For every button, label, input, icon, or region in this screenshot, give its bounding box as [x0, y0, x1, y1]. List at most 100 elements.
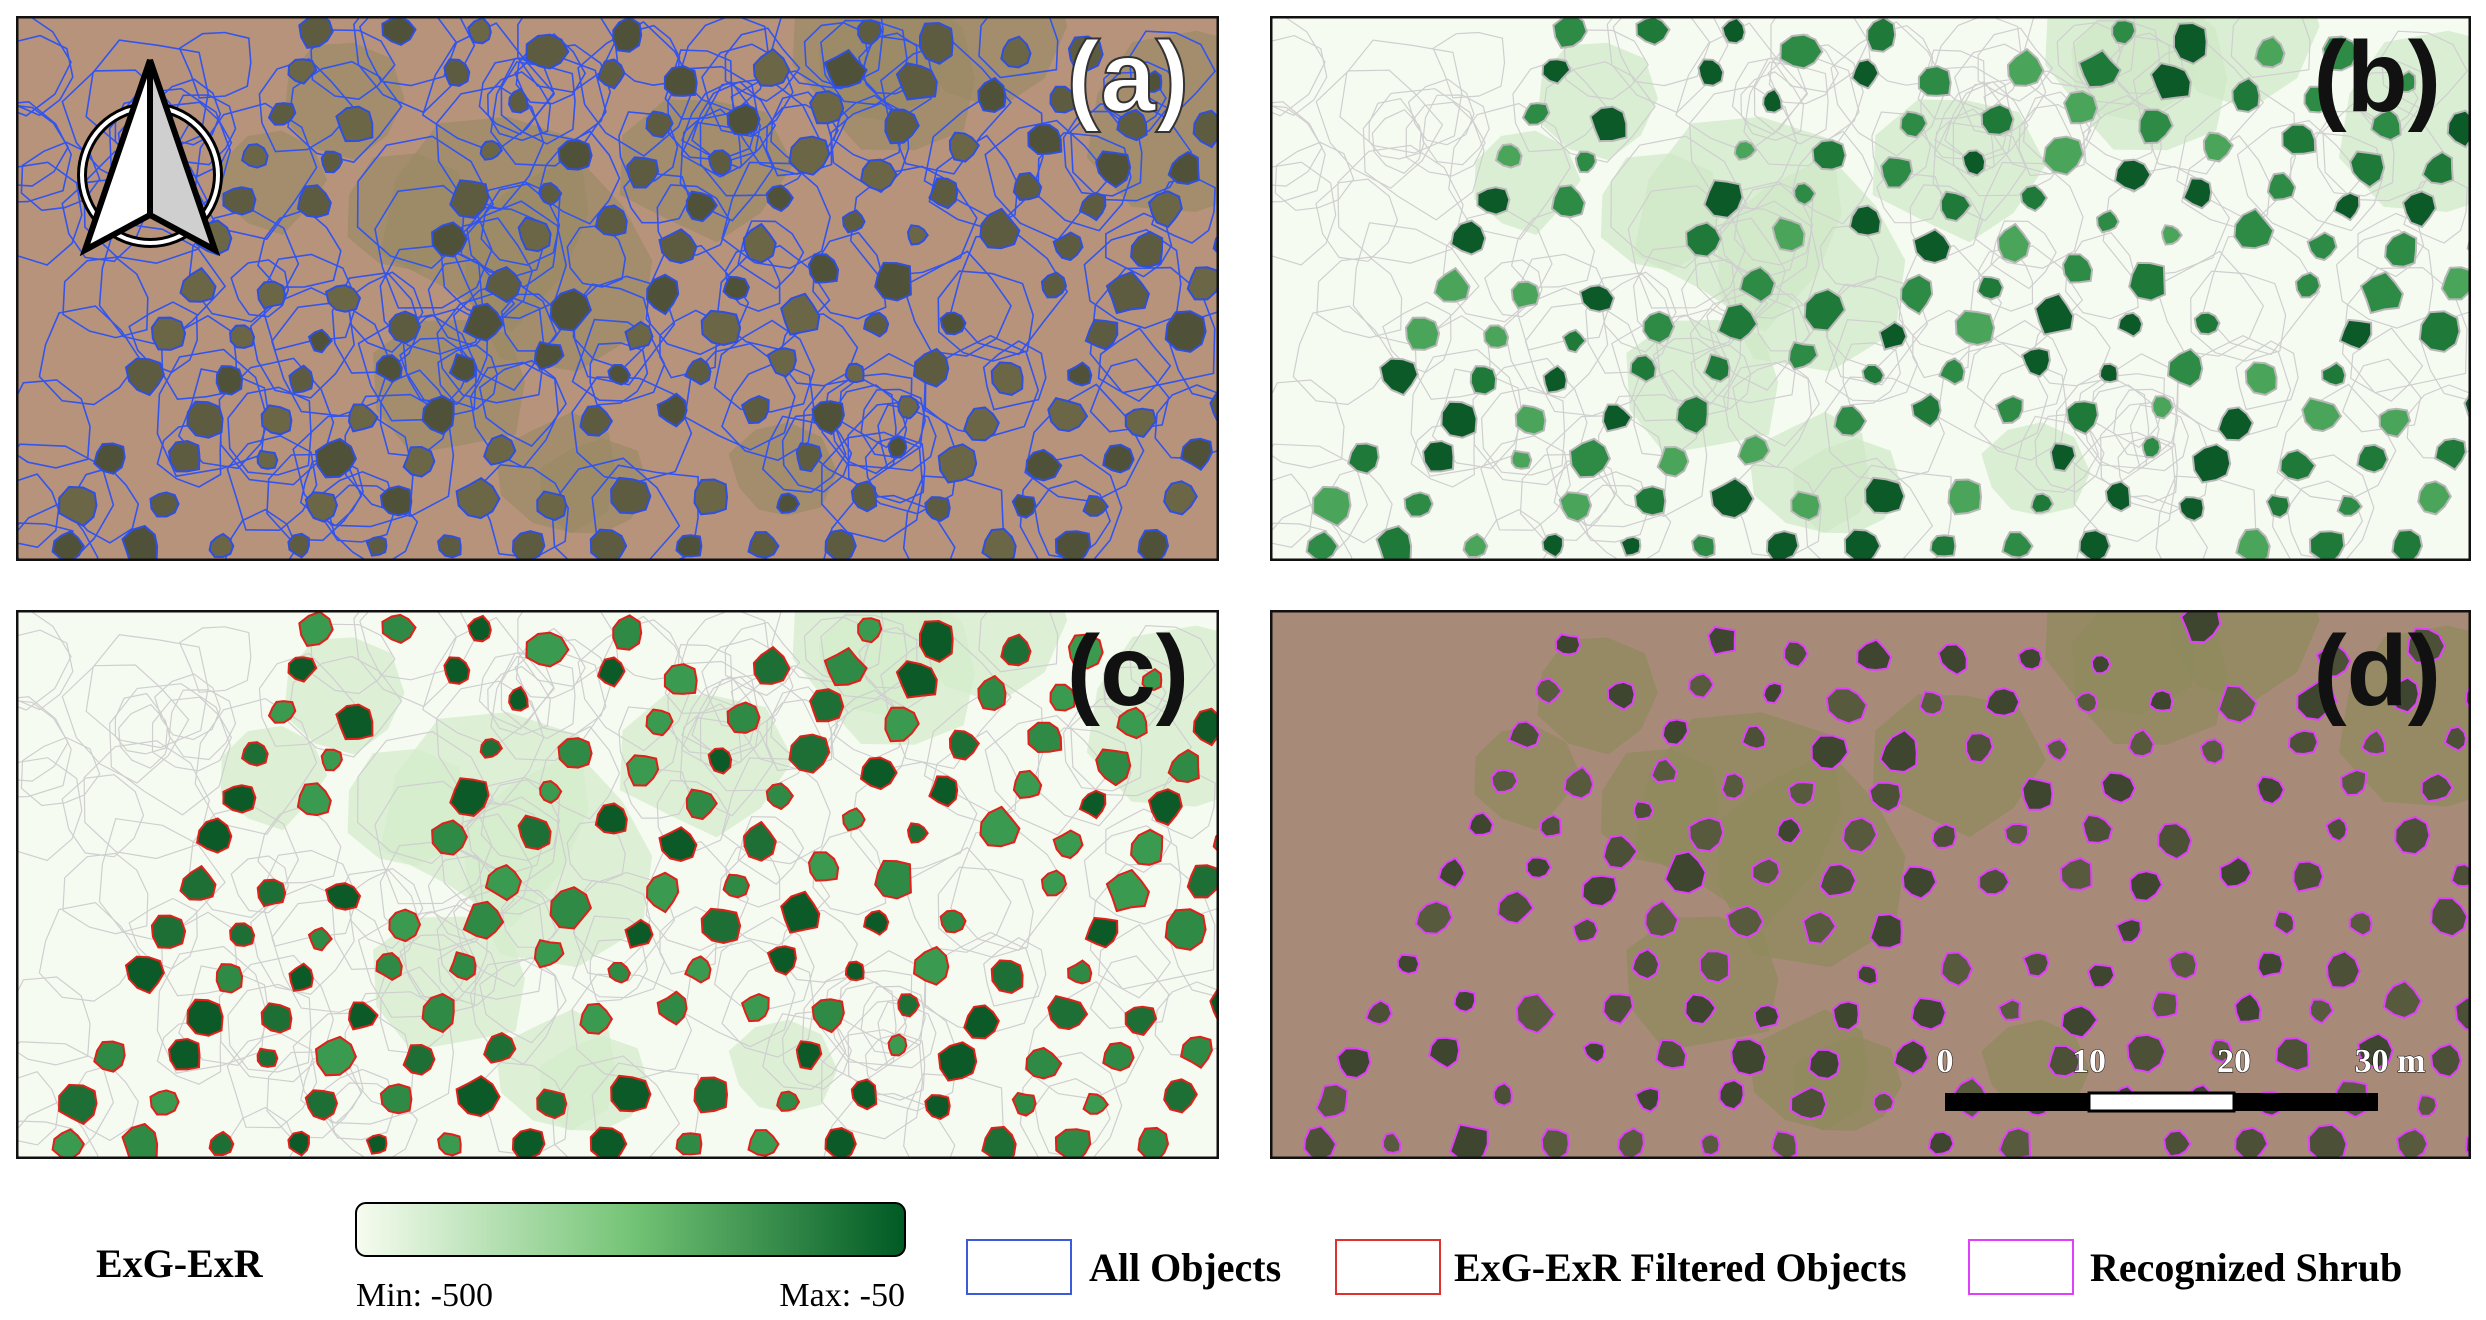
shrub	[1541, 532, 1564, 559]
shrub	[1631, 948, 1661, 981]
segment-outline	[1315, 69, 1444, 189]
segment-outline	[571, 376, 693, 483]
shrub	[1563, 765, 1595, 800]
shrub	[1082, 1092, 1109, 1115]
segment-outline	[436, 888, 546, 1000]
shrub	[517, 216, 552, 253]
shrub	[2360, 728, 2387, 756]
segment-outline	[1422, 94, 1490, 166]
shrub	[1515, 992, 1557, 1035]
shrub	[1012, 171, 1043, 201]
segment-outline	[1407, 78, 1475, 146]
shrub	[884, 108, 920, 145]
shrub	[1226, 534, 1250, 557]
segment-outline	[681, 675, 761, 756]
segment-outline	[1484, 259, 1543, 318]
shrub	[1787, 781, 1816, 807]
shrub	[726, 103, 761, 136]
shrub	[1067, 361, 1093, 387]
segment-outline	[1633, 369, 1704, 458]
segment-outline	[16, 1071, 60, 1146]
patch	[1537, 637, 1658, 755]
shrub	[1850, 58, 1880, 90]
segment-outline	[1128, 624, 1216, 708]
shrub	[1164, 310, 1207, 353]
segment-outline	[258, 652, 356, 747]
shrub	[335, 703, 374, 741]
segment-outline	[678, 610, 770, 707]
shrub	[977, 76, 1007, 114]
shrub	[1102, 1041, 1135, 1072]
segment-outline	[487, 665, 551, 736]
shrub	[1656, 445, 1690, 478]
shrub	[2433, 437, 2467, 472]
shrub	[1347, 442, 1380, 475]
segment-outline	[16, 522, 77, 561]
shrub	[2254, 35, 2286, 69]
shrub	[93, 442, 126, 475]
segment-outline	[469, 361, 560, 469]
scale-segment	[2234, 1093, 2378, 1111]
shrub	[1186, 864, 1219, 899]
shrub	[1449, 219, 1487, 256]
shrub	[1629, 354, 1657, 383]
shrub	[1164, 908, 1207, 951]
shrub	[1691, 534, 1716, 559]
shrub	[307, 926, 333, 952]
colorbar-min: Min: -500	[356, 1277, 493, 1314]
shrub	[2166, 347, 2204, 388]
shrub	[979, 207, 1021, 250]
shrub	[2294, 271, 2322, 299]
shrub	[1841, 816, 1878, 854]
shrub	[2281, 123, 2317, 156]
shrub	[884, 706, 920, 743]
segment-outline	[1315, 178, 1399, 262]
shrub	[663, 663, 698, 695]
shrub	[1856, 638, 1893, 672]
segment-outline	[85, 634, 209, 749]
shrub	[2034, 292, 2075, 336]
segment-outline	[178, 965, 270, 1066]
shrub	[1437, 856, 1466, 889]
shrub	[58, 485, 98, 528]
shrub	[1917, 65, 1952, 97]
shrub	[658, 228, 698, 265]
segment-outline	[16, 700, 69, 782]
segment-outline	[801, 377, 897, 488]
segment-outline	[2054, 377, 2150, 487]
segment-outline	[2117, 435, 2178, 504]
segment-outline	[379, 840, 483, 951]
shrub	[626, 754, 660, 787]
segment-outline	[16, 34, 74, 117]
shrub	[1721, 16, 1746, 45]
shrub	[1462, 532, 1489, 559]
segment-outline	[1371, 108, 1425, 175]
shrub	[1810, 734, 1849, 771]
segment-outline	[902, 250, 1012, 357]
shrub	[1939, 190, 1972, 223]
shrub	[1141, 667, 1163, 691]
segment-outline	[437, 343, 499, 410]
panel-label: (d)	[2313, 615, 2441, 727]
shrub	[2191, 443, 2232, 484]
segment-outline	[1337, 144, 1464, 264]
segment-outline	[453, 876, 558, 988]
segment-outline	[1410, 348, 1521, 477]
shrub	[939, 909, 967, 934]
shrub	[1049, 683, 1076, 712]
shrub	[1469, 365, 1498, 396]
shrub	[1857, 964, 1878, 986]
segment-outline	[724, 621, 801, 697]
shrub	[449, 179, 490, 219]
segment-outline	[16, 379, 91, 469]
shrub	[388, 310, 422, 345]
scale-label: 0	[1937, 1043, 1954, 1080]
shrub	[862, 311, 890, 338]
shrub	[431, 221, 469, 258]
shrub	[1040, 271, 1068, 299]
shrub	[402, 1043, 436, 1076]
shrub	[645, 273, 680, 316]
colorbar-title: ExG-ExR	[96, 1241, 264, 1286]
shrub	[2394, 815, 2431, 856]
shrub	[1082, 494, 1109, 517]
